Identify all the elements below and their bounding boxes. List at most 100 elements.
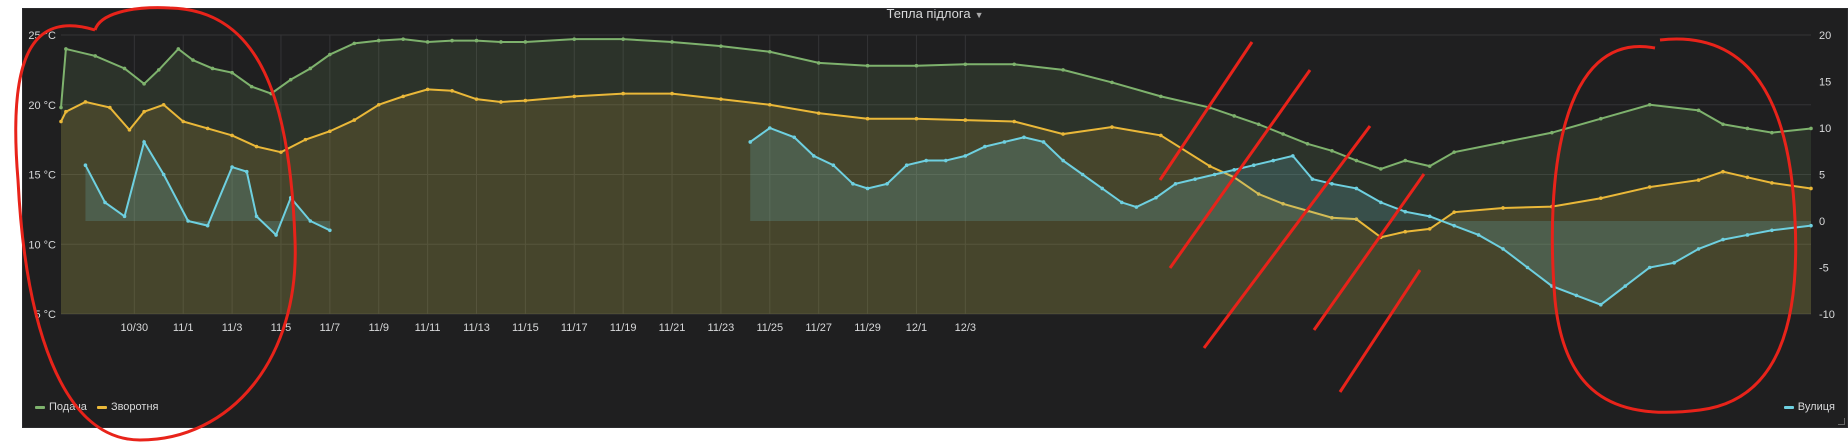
series-point <box>1721 122 1725 127</box>
series-point <box>1452 223 1456 228</box>
series-point <box>1330 182 1334 186</box>
series-point <box>230 133 234 138</box>
series-point <box>205 126 210 131</box>
series-point <box>1251 163 1256 167</box>
series-point <box>1061 158 1065 163</box>
series-point <box>376 38 381 43</box>
legend-item[interactable]: Вулиця <box>1783 401 1835 413</box>
x-tick-label: 11/27 <box>805 322 832 334</box>
legend-item[interactable]: Зворотня <box>96 401 158 413</box>
x-tick-label: 12/3 <box>955 322 976 334</box>
series-point <box>142 140 146 144</box>
series-point <box>1427 164 1432 168</box>
series-point <box>572 37 577 41</box>
legend-swatch <box>96 405 107 409</box>
series-point <box>983 144 987 149</box>
series-point <box>1159 94 1163 99</box>
series-point <box>792 135 797 140</box>
series-point <box>401 94 405 99</box>
series-point <box>767 49 772 54</box>
series-point <box>210 66 215 71</box>
series-point <box>1427 214 1432 219</box>
legend-right: Вулиця <box>1783 401 1835 413</box>
series-point <box>1022 135 1026 140</box>
chart-panel: Тепла підлога ▼ 5 °C 10 °C 15 °C 20 °C 25 °C -… <box>22 8 1848 428</box>
x-tick-label: 11/29 <box>854 322 881 334</box>
series-point <box>1574 293 1579 298</box>
series-point <box>352 118 357 122</box>
series-point <box>274 233 278 237</box>
series-point <box>1599 196 1603 201</box>
series-point <box>1310 177 1315 181</box>
series-point <box>1110 125 1114 129</box>
series-point <box>1207 164 1212 168</box>
series-point <box>1305 142 1310 146</box>
series-point <box>914 63 919 68</box>
series-point <box>474 97 479 101</box>
series-point <box>499 100 503 104</box>
x-tick-label: 11/15 <box>512 322 539 334</box>
series-point <box>83 100 88 104</box>
series-point <box>1809 126 1813 131</box>
series-point <box>1154 195 1158 200</box>
series-point <box>767 126 772 130</box>
series-point <box>621 37 625 41</box>
series-point <box>1550 130 1554 135</box>
series-point <box>1770 130 1774 135</box>
series-point <box>127 128 132 132</box>
legend-label: Подача <box>49 401 87 413</box>
series-point <box>1770 181 1774 185</box>
series-point <box>1647 185 1652 189</box>
series-point <box>1193 177 1197 181</box>
series-point <box>103 200 107 205</box>
series-point <box>1002 140 1007 144</box>
panel-title[interactable]: Тепла підлога <box>886 9 971 21</box>
series-point <box>865 186 870 191</box>
series-point <box>288 77 293 82</box>
series-point <box>811 154 816 158</box>
series-point <box>279 150 283 154</box>
series-point <box>1770 228 1774 233</box>
series-point <box>719 97 723 101</box>
series-point <box>230 70 234 75</box>
y-right-tick-label: -10 <box>1819 309 1835 321</box>
time-series-chart: 5 °C 10 °C 15 °C 20 °C 25 °C -10 -5 0 5 10 15 20 10/… <box>28 30 1835 334</box>
panel-header[interactable]: Тепла підлога ▼ <box>23 9 1847 27</box>
legend-item[interactable]: Подача <box>35 401 87 413</box>
series-point <box>1721 237 1725 242</box>
series-point <box>1232 168 1236 172</box>
x-tick-label: 11/5 <box>271 322 292 334</box>
x-tick-label: 11/3 <box>222 322 243 334</box>
series-point <box>1379 235 1383 240</box>
series-point <box>1012 119 1017 124</box>
series-point <box>1212 172 1217 177</box>
series-point <box>59 105 63 110</box>
series-point <box>1427 227 1432 231</box>
chevron-down-icon[interactable]: ▼ <box>974 10 984 20</box>
series-point <box>1110 80 1114 85</box>
series-point <box>767 102 772 107</box>
series-point <box>1061 68 1065 72</box>
series-point <box>303 137 308 142</box>
series-point <box>1745 126 1750 131</box>
x-tick-label: 12/1 <box>906 322 927 334</box>
series-point <box>1403 158 1408 163</box>
series-point <box>523 98 528 103</box>
x-tick-label: 11/13 <box>463 322 490 334</box>
series-point <box>1281 132 1285 136</box>
series-point <box>450 38 454 43</box>
series-point <box>1599 302 1603 307</box>
series-point <box>1061 132 1065 136</box>
series-point <box>1256 122 1261 127</box>
y-left-tick-label: 25 °C <box>28 30 56 42</box>
series-point <box>186 219 190 223</box>
series-point <box>93 54 98 58</box>
series-point <box>161 172 166 177</box>
y-left-tick-label: 15 °C <box>28 170 56 182</box>
y-right-tick-label: 5 <box>1819 170 1825 182</box>
x-tick-label: 11/23 <box>708 322 735 334</box>
resize-handle[interactable] <box>1838 418 1845 425</box>
series-point <box>1672 261 1676 265</box>
series-point <box>748 140 753 144</box>
series-point <box>963 118 968 122</box>
